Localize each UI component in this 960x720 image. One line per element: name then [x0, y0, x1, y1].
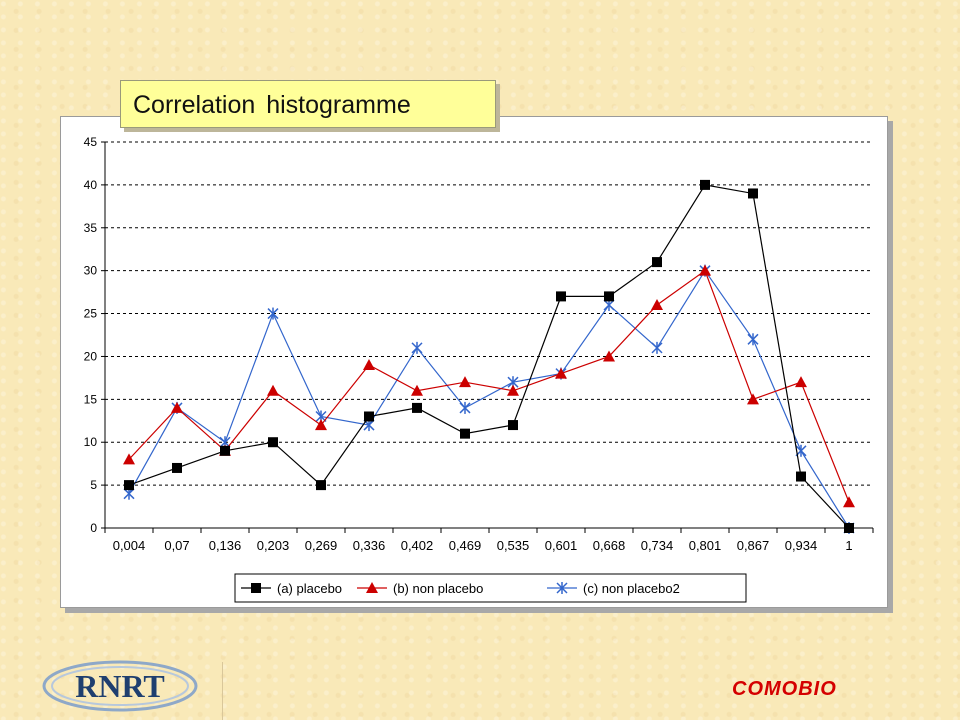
- data-point-square: [748, 188, 758, 199]
- line-chart: 0 5 10 15 20 25 30 35 40 45 0,004 0,07 0,136 0,203 0,2…: [84, 135, 874, 603]
- data-point-triangle: [747, 393, 759, 405]
- data-point-triangle: [507, 384, 519, 396]
- x-tick-label: 0,734: [641, 538, 674, 553]
- x-tick-label: 1: [845, 538, 852, 553]
- data-point-square: [268, 437, 278, 448]
- brand-label: COMOBIO: [732, 678, 837, 700]
- x-tick-label: 0,336: [353, 538, 386, 553]
- data-point-triangle: [267, 384, 279, 396]
- legend-marker-star: [556, 582, 568, 594]
- x-tick-label: 0,203: [257, 538, 290, 553]
- series-line-0: [128, 184, 850, 529]
- data-point-triangle: [123, 453, 135, 465]
- data-point-star: [267, 307, 279, 320]
- logo-text: RNRT: [75, 668, 165, 704]
- legend-label: (a) placebo: [277, 581, 342, 596]
- data-point-square: [412, 402, 422, 413]
- y-tick-label: 20: [84, 349, 98, 363]
- rnrt-logo: RNRT: [42, 660, 198, 712]
- data-point-square: [796, 471, 806, 482]
- x-tick-label: 0,601: [545, 538, 578, 553]
- y-tick-label: 45: [84, 135, 98, 149]
- x-tick-label: 0,469: [449, 538, 482, 553]
- y-tick-label: 10: [84, 435, 98, 449]
- x-tick-label: 0,269: [305, 538, 338, 553]
- x-tick-label: 0,535: [497, 538, 530, 553]
- y-tick-label: 30: [84, 264, 98, 278]
- series-line-2: [128, 269, 850, 529]
- chart-title: Correlation histogramme: [120, 80, 496, 128]
- data-point-triangle: [651, 298, 663, 310]
- data-point-star: [411, 341, 423, 354]
- data-point-triangle: [315, 419, 327, 431]
- x-tick-label: 0,668: [593, 538, 626, 553]
- data-point-triangle: [411, 384, 423, 396]
- x-tick-label: 0,801: [689, 538, 722, 553]
- y-tick-label: 0: [90, 521, 97, 535]
- data-point-triangle: [699, 264, 711, 276]
- data-point-triangle: [363, 359, 375, 371]
- data-point-triangle: [603, 350, 615, 362]
- legend-label: (b) non placebo: [393, 581, 483, 596]
- data-point-square: [700, 179, 710, 190]
- legend-marker-square: [251, 583, 261, 593]
- y-tick-label: 5: [90, 478, 97, 492]
- data-point-square: [604, 291, 614, 302]
- x-tick-label: 0,07: [164, 538, 189, 553]
- data-point-star: [651, 341, 663, 354]
- x-tick-label: 0,136: [209, 538, 242, 553]
- data-point-triangle: [795, 376, 807, 388]
- x-tick-label: 0,402: [401, 538, 434, 553]
- x-tick-label: 0,934: [785, 538, 818, 553]
- data-point-square: [364, 411, 374, 422]
- x-tick-label: 0,867: [737, 538, 770, 553]
- data-point-triangle: [459, 376, 471, 388]
- data-point-triangle: [171, 401, 183, 413]
- data-point-square: [220, 445, 230, 456]
- data-point-square: [508, 420, 518, 431]
- x-tick-label: 0,004: [113, 538, 146, 553]
- legend-marker-triangle: [366, 582, 378, 593]
- legend-label: (c) non placebo2: [583, 581, 680, 596]
- data-point-star: [459, 401, 471, 414]
- chart-panel: 0 5 10 15 20 25 30 35 40 45 0,004 0,07 0,136 0,203 0,2…: [60, 116, 888, 608]
- data-point-square: [124, 480, 134, 491]
- data-point-square: [172, 462, 182, 473]
- y-tick-label: 25: [84, 307, 98, 321]
- data-point-triangle: [555, 367, 567, 379]
- legend-box: [234, 573, 747, 603]
- y-tick-label: 35: [84, 221, 98, 235]
- data-point-square: [460, 428, 470, 439]
- y-tick-label: 15: [84, 392, 98, 406]
- data-point-square: [844, 523, 854, 533]
- data-point-star: [747, 333, 759, 346]
- data-point-square: [652, 257, 662, 268]
- data-point-square: [316, 480, 326, 491]
- y-tick-label: 40: [84, 178, 98, 192]
- data-point-square: [556, 291, 566, 302]
- data-point-triangle: [843, 496, 855, 508]
- footer-divider: [222, 662, 223, 720]
- series-line-1: [128, 269, 850, 503]
